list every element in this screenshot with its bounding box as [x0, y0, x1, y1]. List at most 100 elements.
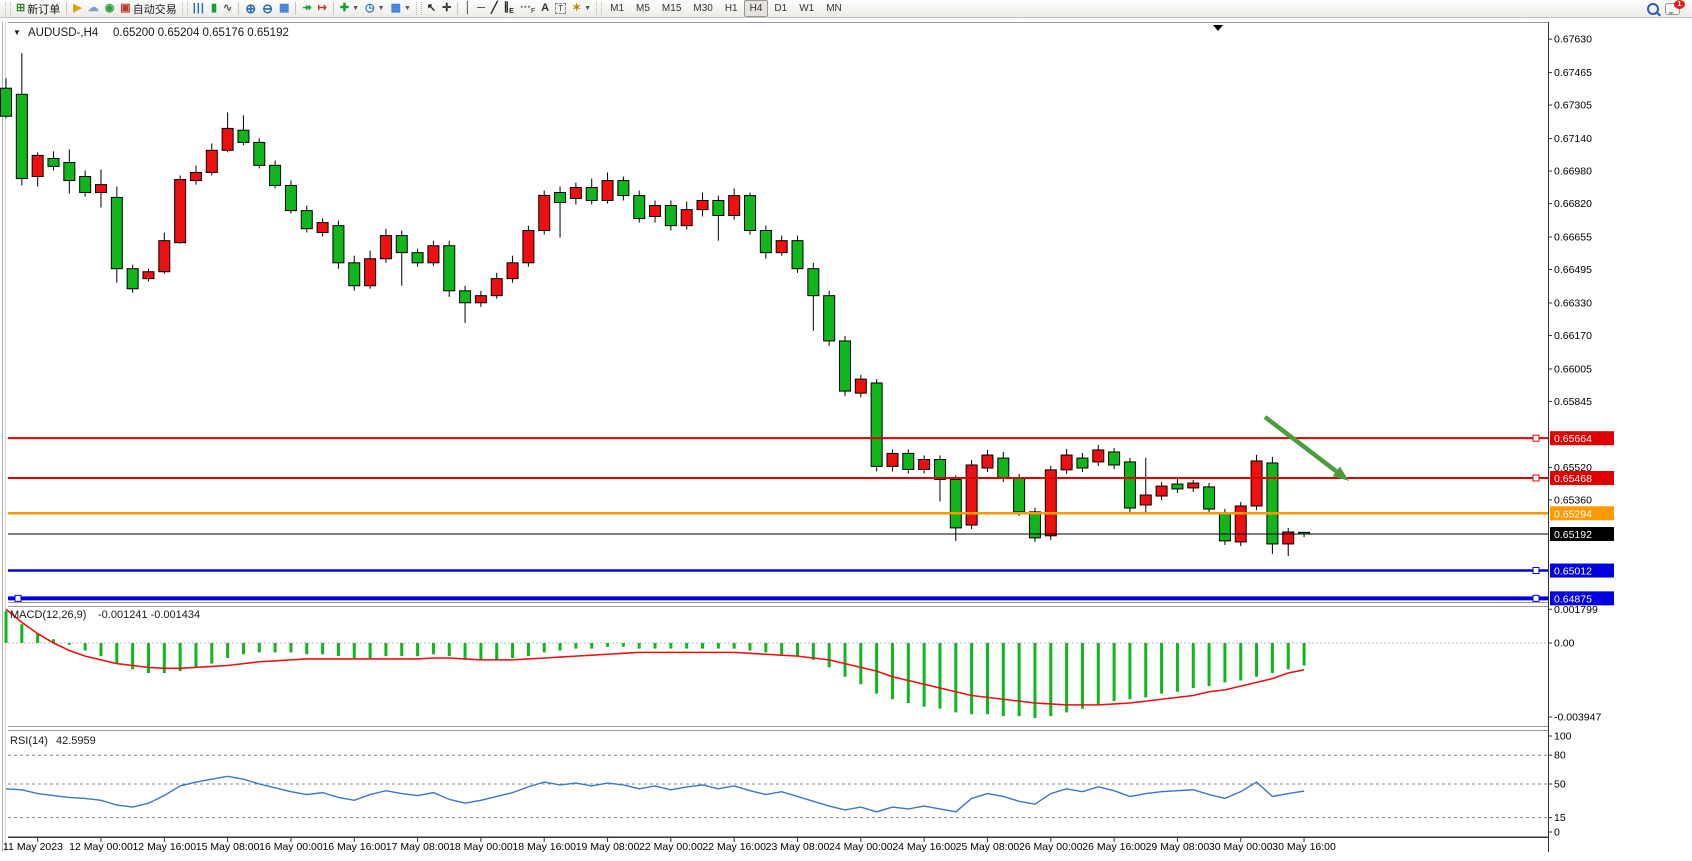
text-icon: A — [541, 2, 550, 14]
toolbar-separator — [332, 2, 334, 15]
price-tick-label: 0.66005 — [1554, 363, 1592, 375]
time-tick-label: 22 May 00:00 — [639, 841, 703, 853]
fibonacci-button[interactable]: ⋯F — [517, 1, 538, 17]
candle-body — [1028, 511, 1041, 539]
autotrading-icon: ▣ — [120, 2, 131, 14]
candle-body — [411, 252, 424, 264]
price-badge — [1550, 431, 1614, 446]
horizontal-line-button[interactable]: ─ — [474, 1, 488, 17]
timeframe-w1[interactable]: W1 — [799, 3, 815, 14]
candle-body — [997, 457, 1010, 479]
price-tick-label: 0.66170 — [1554, 330, 1592, 342]
candle-body — [744, 195, 757, 232]
signals-button[interactable]: ◉ — [102, 1, 118, 17]
price-tick-label: 0.66330 — [1554, 297, 1592, 309]
line-handle[interactable] — [1532, 567, 1540, 575]
chart-title-symbol: AUDUSD-,H4 — [28, 27, 99, 39]
candlestick-button[interactable]: ▮ — [208, 1, 220, 17]
autoscroll-button[interactable]: ↠ — [299, 1, 314, 17]
template-button[interactable]: ▩ ▼ — [388, 1, 414, 17]
price-badge-label: 0.65664 — [1554, 433, 1592, 445]
bar-chart-icon: ||| — [192, 2, 205, 14]
toolbar-grip[interactable] — [5, 2, 11, 15]
timeframe-h1[interactable]: H1 — [724, 3, 738, 14]
bar-chart-button[interactable]: ||| — [190, 1, 208, 17]
new-order-button[interactable]: ⊞ 新订单 — [16, 2, 61, 16]
autotrading-button[interactable]: ▣ 自动交易 — [120, 2, 177, 16]
rsi-axis-label: 80 — [1554, 750, 1566, 762]
time-tick-label: 16 May 16:00 — [322, 841, 386, 853]
line-handle[interactable] — [1532, 474, 1540, 482]
channel-button[interactable]: ∥E — [501, 1, 517, 17]
chart-shift-marker[interactable] — [1213, 25, 1223, 31]
candle-body — [269, 164, 282, 186]
template-icon: ▩ — [390, 2, 401, 14]
candle-body — [94, 184, 107, 194]
vertical-line-button[interactable]: │ — [461, 1, 474, 17]
arrows-button[interactable]: ✶ ▼ — [569, 1, 594, 17]
candle-body — [823, 295, 836, 342]
news-button[interactable]: ☁ — [85, 1, 102, 17]
candle-body — [902, 452, 915, 470]
timeframe-m15[interactable]: M15 — [661, 3, 682, 14]
timeframe-m1[interactable]: M1 — [610, 3, 625, 14]
timeframe-m5[interactable]: M5 — [636, 3, 650, 14]
candle-body — [1139, 494, 1152, 506]
symbol-dropdown-icon[interactable]: ▼ — [13, 28, 21, 37]
rsi-axis-label: 0 — [1554, 827, 1560, 839]
trendline-button[interactable]: ╱ — [488, 1, 501, 17]
cursor-button[interactable]: ↖ — [424, 1, 439, 17]
candle-body — [1108, 451, 1121, 466]
cursor-icon: ↖ — [426, 2, 437, 14]
chat-button[interactable]: 1 — [1662, 0, 1685, 17]
candle-body — [838, 340, 851, 392]
zoom-out-button[interactable]: ⊖ — [259, 1, 276, 17]
candle-body — [474, 295, 487, 304]
line-handle[interactable] — [14, 594, 22, 602]
timeframe-mn[interactable]: MN — [826, 3, 842, 14]
indicators-button[interactable]: ✚ ▼ — [337, 1, 362, 17]
line-handle[interactable] — [1532, 434, 1540, 442]
search-button[interactable] — [1644, 1, 1662, 17]
trend-arrow[interactable] — [1263, 415, 1338, 474]
line-chart-button[interactable]: ∿ — [220, 1, 235, 17]
toolbar-separator — [295, 2, 297, 15]
chart-canvas[interactable]: 0.67630 0.67465 0.67305 0.67140 0.66980 0.668… — [0, 18, 1692, 861]
arrows-icon: ✶ — [571, 2, 582, 14]
time-tick-label: 18 May 00:00 — [449, 841, 513, 853]
candle-body — [680, 209, 693, 227]
periods-button[interactable]: ◷ ▼ — [362, 1, 388, 17]
trend-arrow-head[interactable] — [1332, 466, 1349, 481]
price-badge — [1550, 470, 1614, 485]
timeframe-h4[interactable]: H4 — [743, 0, 769, 17]
toolbar-separator — [66, 2, 68, 15]
zoom-in-button[interactable]: ⊕ — [242, 1, 259, 17]
toolbar-separator — [457, 2, 459, 15]
line-handle[interactable] — [1532, 594, 1540, 602]
macd-indicator-values: -0.001241 -0.001434 — [98, 609, 200, 621]
candle-body — [933, 458, 946, 480]
candle-body — [538, 194, 551, 232]
candle-body — [506, 262, 519, 280]
candle-body — [1234, 505, 1247, 543]
chevron-down-icon: ▼ — [377, 5, 385, 12]
alerts-button[interactable]: ▶ — [70, 1, 84, 17]
price-badge-label: 0.65192 — [1554, 529, 1592, 541]
crosshair-button[interactable]: ✛ — [439, 1, 454, 17]
candle-body — [1123, 461, 1136, 509]
text-button[interactable]: A — [538, 1, 552, 17]
price-tick-label: 0.67140 — [1554, 133, 1592, 145]
chart-shift-button[interactable]: ↦ — [315, 1, 330, 17]
timeframe-m30[interactable]: M30 — [693, 3, 713, 14]
price-tick-label: 0.65360 — [1554, 494, 1592, 506]
channel-icon: ∥E — [503, 0, 514, 16]
timeframe-d1[interactable]: D1 — [774, 3, 788, 14]
toolbar-grip[interactable] — [415, 2, 422, 15]
toolbar-grip[interactable] — [596, 2, 603, 15]
candle-body — [1155, 485, 1168, 497]
candle-body — [158, 240, 171, 273]
text-label-button[interactable]: T — [552, 1, 569, 17]
tile-windows-button[interactable]: ▦ — [276, 1, 292, 17]
time-tick-label: 15 May 08:00 — [196, 841, 260, 853]
toolbar-grip[interactable] — [181, 2, 188, 15]
